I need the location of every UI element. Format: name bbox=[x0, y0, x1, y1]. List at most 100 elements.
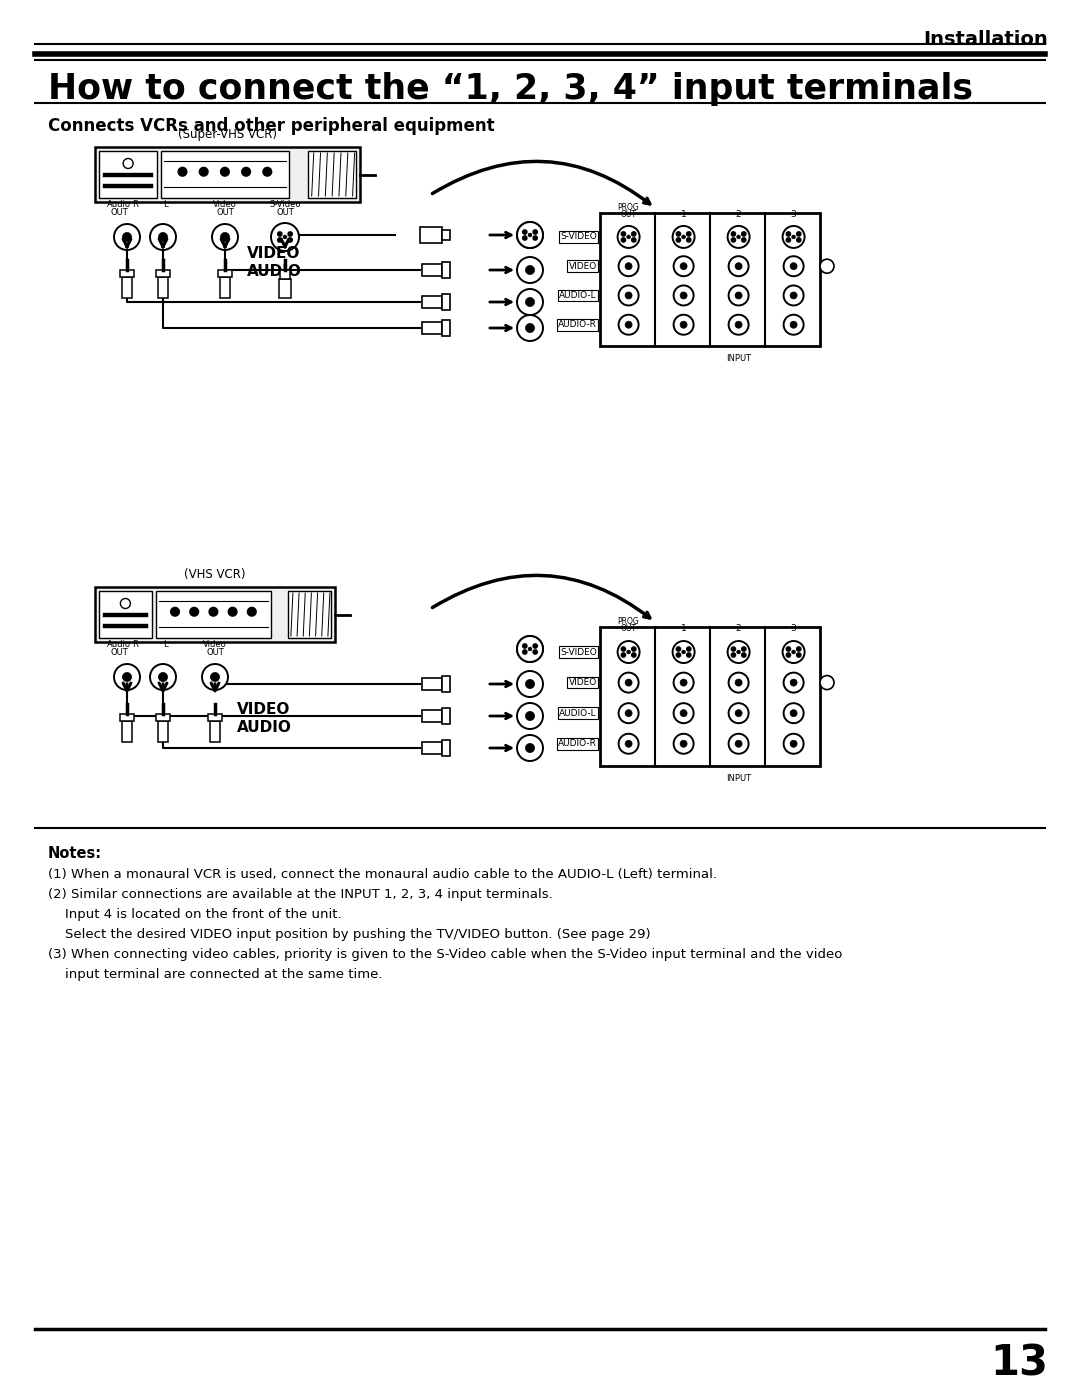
Circle shape bbox=[737, 235, 741, 239]
Text: (1) When a monaural VCR is used, connect the monaural audio cable to the AUDIO-L: (1) When a monaural VCR is used, connect… bbox=[48, 868, 717, 882]
Circle shape bbox=[534, 644, 537, 648]
Circle shape bbox=[534, 650, 537, 654]
Text: VIDEO: VIDEO bbox=[247, 246, 300, 261]
Circle shape bbox=[114, 224, 140, 250]
Circle shape bbox=[528, 647, 532, 651]
Circle shape bbox=[792, 235, 796, 239]
Circle shape bbox=[526, 324, 535, 332]
Bar bbox=[99, 151, 158, 198]
Circle shape bbox=[220, 232, 230, 242]
Circle shape bbox=[797, 237, 800, 242]
Text: (Super-VHS VCR): (Super-VHS VCR) bbox=[178, 129, 276, 141]
Circle shape bbox=[674, 256, 693, 277]
Bar bbox=[442, 320, 450, 337]
Text: Audio: Audio bbox=[107, 640, 131, 650]
Circle shape bbox=[619, 256, 638, 277]
Text: Video: Video bbox=[213, 200, 237, 210]
Text: AUDIO-R: AUDIO-R bbox=[558, 320, 597, 330]
Circle shape bbox=[792, 650, 796, 654]
Circle shape bbox=[728, 226, 750, 247]
Circle shape bbox=[123, 158, 133, 169]
Bar bbox=[120, 270, 134, 277]
Text: VIDEO: VIDEO bbox=[569, 261, 597, 271]
Circle shape bbox=[517, 289, 543, 314]
Bar bbox=[442, 708, 450, 724]
Bar bbox=[210, 721, 220, 742]
Circle shape bbox=[735, 321, 742, 328]
Circle shape bbox=[190, 608, 199, 616]
Circle shape bbox=[517, 671, 543, 697]
Circle shape bbox=[735, 740, 742, 747]
Bar bbox=[103, 173, 153, 177]
Circle shape bbox=[150, 664, 176, 690]
Text: PROG: PROG bbox=[618, 617, 639, 626]
Bar bbox=[442, 676, 450, 692]
Circle shape bbox=[278, 232, 282, 236]
Circle shape bbox=[680, 740, 687, 747]
Circle shape bbox=[676, 647, 680, 651]
Circle shape bbox=[791, 710, 797, 717]
Text: L: L bbox=[163, 200, 167, 210]
Circle shape bbox=[625, 292, 632, 299]
Circle shape bbox=[731, 237, 735, 242]
Circle shape bbox=[523, 231, 527, 233]
Circle shape bbox=[283, 235, 287, 239]
Bar bbox=[156, 714, 170, 721]
Circle shape bbox=[523, 236, 527, 240]
Circle shape bbox=[728, 641, 750, 664]
Circle shape bbox=[729, 672, 748, 693]
Circle shape bbox=[786, 237, 791, 242]
Circle shape bbox=[791, 292, 797, 299]
Circle shape bbox=[784, 703, 804, 724]
Bar bbox=[99, 591, 152, 638]
Circle shape bbox=[622, 237, 625, 242]
Bar bbox=[122, 277, 132, 298]
Circle shape bbox=[120, 598, 131, 609]
Circle shape bbox=[681, 235, 686, 239]
Text: AUDIO-L: AUDIO-L bbox=[559, 291, 597, 300]
Circle shape bbox=[786, 654, 791, 657]
Circle shape bbox=[211, 672, 219, 682]
Circle shape bbox=[687, 237, 690, 242]
Circle shape bbox=[150, 224, 176, 250]
Text: AUDIO-R: AUDIO-R bbox=[558, 739, 597, 749]
Circle shape bbox=[680, 679, 687, 686]
Circle shape bbox=[534, 236, 537, 240]
Bar bbox=[422, 710, 442, 722]
Circle shape bbox=[534, 231, 537, 233]
Text: OUT: OUT bbox=[110, 208, 127, 217]
Text: Audio: Audio bbox=[107, 200, 131, 210]
Text: AUDIO: AUDIO bbox=[247, 264, 302, 279]
Circle shape bbox=[619, 285, 638, 306]
Circle shape bbox=[625, 263, 632, 270]
Circle shape bbox=[618, 641, 639, 664]
Circle shape bbox=[517, 735, 543, 761]
Text: INPUT: INPUT bbox=[726, 774, 752, 782]
Circle shape bbox=[784, 256, 804, 277]
Bar bbox=[600, 212, 820, 346]
Circle shape bbox=[526, 265, 535, 275]
Circle shape bbox=[264, 168, 271, 176]
Circle shape bbox=[526, 679, 535, 689]
Circle shape bbox=[517, 636, 543, 662]
Circle shape bbox=[523, 644, 527, 648]
Circle shape bbox=[797, 232, 800, 236]
Circle shape bbox=[619, 733, 638, 754]
Circle shape bbox=[159, 232, 167, 242]
Circle shape bbox=[687, 654, 690, 657]
Circle shape bbox=[433, 235, 437, 239]
Circle shape bbox=[433, 231, 437, 235]
Circle shape bbox=[619, 703, 638, 724]
Circle shape bbox=[680, 710, 687, 717]
Circle shape bbox=[729, 256, 748, 277]
Circle shape bbox=[674, 672, 693, 693]
Circle shape bbox=[735, 679, 742, 686]
Text: INPUT: INPUT bbox=[726, 353, 752, 363]
Bar bbox=[218, 270, 232, 277]
Circle shape bbox=[742, 654, 745, 657]
Circle shape bbox=[674, 703, 693, 724]
Circle shape bbox=[526, 231, 535, 239]
Circle shape bbox=[680, 292, 687, 299]
Circle shape bbox=[735, 263, 742, 270]
Circle shape bbox=[632, 237, 636, 242]
